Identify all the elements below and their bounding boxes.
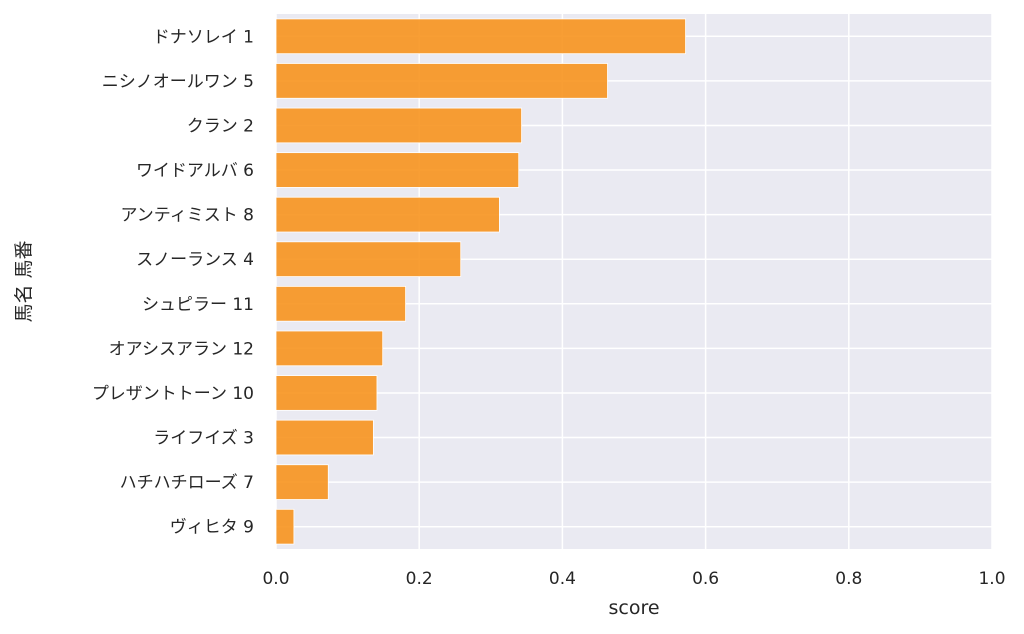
y-tick-label: アンティミスト 8	[120, 206, 254, 226]
x-tick-label: 0.6	[692, 569, 719, 589]
bars	[275, 18, 686, 545]
y-tick-label: プレザントトーン 10	[92, 384, 254, 404]
bar	[275, 508, 295, 545]
x-tick-labels: 0.0 0.2 0.4 0.6 0.8 1.0	[262, 569, 1005, 589]
y-tick-label: ハチハチローズ 7	[120, 473, 254, 493]
y-tick-label: スノーランス 4	[136, 250, 254, 270]
x-tick-label: 0.8	[835, 569, 862, 589]
bar	[275, 464, 329, 500]
bar	[275, 196, 500, 233]
x-tick-label: 0.0	[262, 569, 289, 589]
bar	[275, 152, 520, 188]
x-tick-label: 0.2	[406, 569, 433, 589]
bar	[275, 241, 462, 277]
y-tick-labels: ドナソレイ 1 ニシノオールワン 5 クラン 2 ワイドアルバ 6 アンティミスト 8 ス…	[92, 27, 254, 537]
x-axis-title: score	[608, 597, 659, 619]
bar	[275, 330, 384, 367]
x-tick-label: 0.4	[549, 569, 576, 589]
y-tick-label: シュピラー 11	[142, 295, 254, 315]
y-axis-title: 馬名 馬番	[13, 240, 35, 322]
y-tick-label: クラン 2	[187, 116, 254, 136]
y-tick-label: ニシノオールワン 5	[102, 72, 254, 92]
bar	[275, 107, 522, 144]
x-tick-label: 1.0	[978, 569, 1005, 589]
y-tick-label: ドナソレイ 1	[153, 27, 254, 47]
bar	[275, 286, 406, 322]
y-tick-label: オアシスアラン 12	[109, 339, 254, 359]
bar	[275, 419, 374, 456]
y-tick-label: ワイドアルバ 6	[136, 161, 254, 181]
plot-area	[276, 14, 992, 549]
bar	[275, 63, 608, 99]
bar	[275, 375, 378, 411]
bar	[275, 18, 686, 55]
y-tick-label: ライフイズ 3	[153, 429, 254, 449]
y-tick-label: ヴィヒタ 9	[170, 518, 254, 538]
